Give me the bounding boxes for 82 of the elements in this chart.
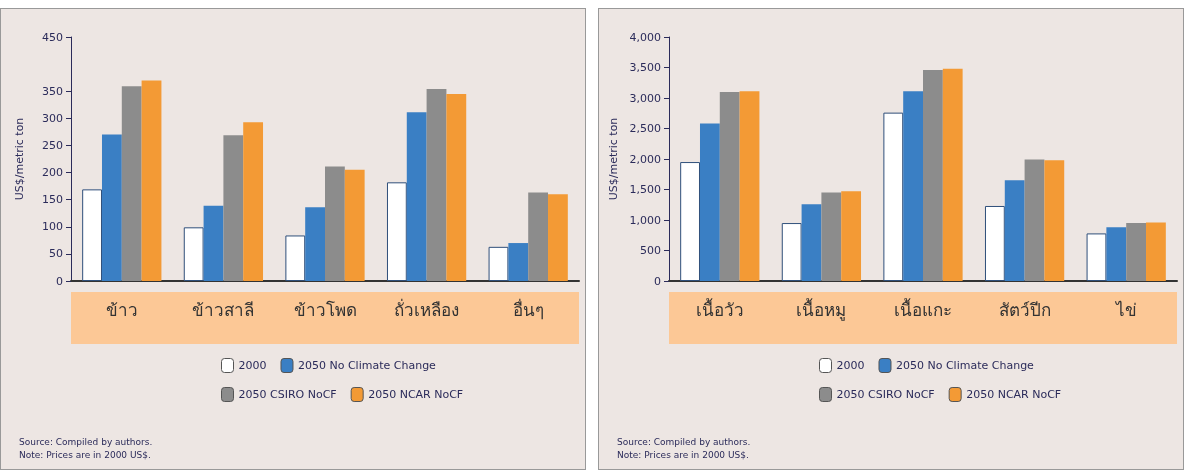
- y-tick-label: 250: [42, 138, 63, 152]
- bar: [1106, 227, 1127, 281]
- y-tick-label: 500: [640, 244, 661, 257]
- y-axis-title: US$/metric ton: [13, 117, 26, 201]
- bar: [719, 91, 740, 281]
- bar: [243, 122, 264, 281]
- bar: [680, 162, 700, 281]
- y-tick-label: 450: [42, 30, 63, 44]
- legend-label: 2050 No Climate Change: [297, 359, 437, 372]
- bar: [406, 112, 427, 281]
- x-tick-label: ข้าวโพด: [293, 299, 357, 320]
- x-tick-label: เนื้อวัว: [695, 297, 744, 320]
- legend-label: 2000: [836, 359, 865, 372]
- bar: [903, 91, 923, 281]
- bar: [528, 192, 549, 281]
- legend-label: 2050 CSIRO NoCF: [238, 388, 337, 401]
- y-tick-label: 3,500: [629, 61, 661, 74]
- y-tick-label: 3,000: [629, 91, 661, 105]
- bar: [923, 69, 943, 281]
- y-tick-label: 4,000: [629, 30, 661, 44]
- bar: [942, 68, 963, 281]
- bar: [821, 192, 842, 281]
- bar: [801, 204, 822, 281]
- text: Note: Prices are in 2000 US$.: [617, 449, 749, 460]
- bar: [223, 135, 244, 281]
- x-tick-label: อื่นๆ: [512, 297, 544, 320]
- y-tick-label: 2,000: [629, 152, 661, 166]
- bar: [82, 189, 102, 281]
- bar: [285, 235, 306, 281]
- x-tick-label: ไข่: [1113, 299, 1137, 320]
- bar: [1044, 160, 1065, 281]
- bar: [325, 166, 345, 281]
- bar: [699, 123, 720, 281]
- legend-label: 2050 NCAR NoCF: [368, 388, 464, 401]
- y-tick-label: 200: [42, 166, 63, 180]
- source-note: Source: Compiled by authors.: [617, 436, 751, 447]
- bar: [488, 246, 509, 281]
- bar: [141, 80, 162, 281]
- bar: [548, 194, 568, 281]
- text: Note: Prices are in 2000 US$.: [19, 449, 151, 460]
- bar: [508, 243, 529, 281]
- y-tick-label: 2,500: [629, 122, 661, 135]
- y-tick-label: 1,000: [629, 213, 661, 227]
- bar: [386, 182, 407, 281]
- y-tick-label: 350: [42, 84, 63, 98]
- x-tick-label: สัตว์ปีก: [998, 299, 1051, 320]
- bar: [426, 89, 447, 281]
- legend-label: 2050 NCAR NoCF: [966, 388, 1062, 401]
- y-tick-label: 100: [42, 220, 63, 234]
- x-tick-label: ถั่วเหลือง: [394, 297, 460, 320]
- bar: [883, 112, 904, 281]
- bar: [446, 93, 467, 281]
- bar: [344, 169, 365, 281]
- y-tick-label: 300: [42, 111, 63, 125]
- bar: [121, 86, 142, 281]
- y-tick-label: 0: [654, 274, 661, 288]
- y-tick-label: 1,500: [629, 183, 661, 196]
- bar: [739, 91, 760, 281]
- bar: [183, 227, 204, 281]
- x-tick-label: เนื้อแกะ: [894, 297, 952, 320]
- bar: [781, 223, 802, 281]
- bar: [1126, 223, 1147, 281]
- bar: [101, 134, 122, 281]
- bar: [1004, 180, 1025, 281]
- y-tick-label: 150: [42, 193, 63, 207]
- bar: [984, 205, 1005, 281]
- x-tick-label: เนื้อหมู: [796, 297, 847, 321]
- bar: [841, 191, 862, 281]
- x-tick-label: ข้าว: [105, 299, 138, 320]
- bar: [1086, 233, 1107, 281]
- bar: [1024, 159, 1045, 281]
- bar: [1146, 222, 1166, 281]
- bar: [305, 207, 325, 281]
- source-note: Source: Compiled by authors.: [19, 436, 153, 447]
- y-tick-label: 0: [56, 274, 63, 288]
- y-tick-label: 50: [49, 247, 63, 261]
- legend-label: 2050 CSIRO NoCF: [836, 388, 935, 401]
- legend-label: 2050 No Climate Change: [895, 359, 1035, 372]
- y-axis-title: US$/metric ton: [606, 117, 620, 201]
- legend-label: 2000: [238, 359, 267, 372]
- x-tick-label: ข้าวสาลี: [192, 299, 255, 320]
- bar: [203, 205, 224, 281]
